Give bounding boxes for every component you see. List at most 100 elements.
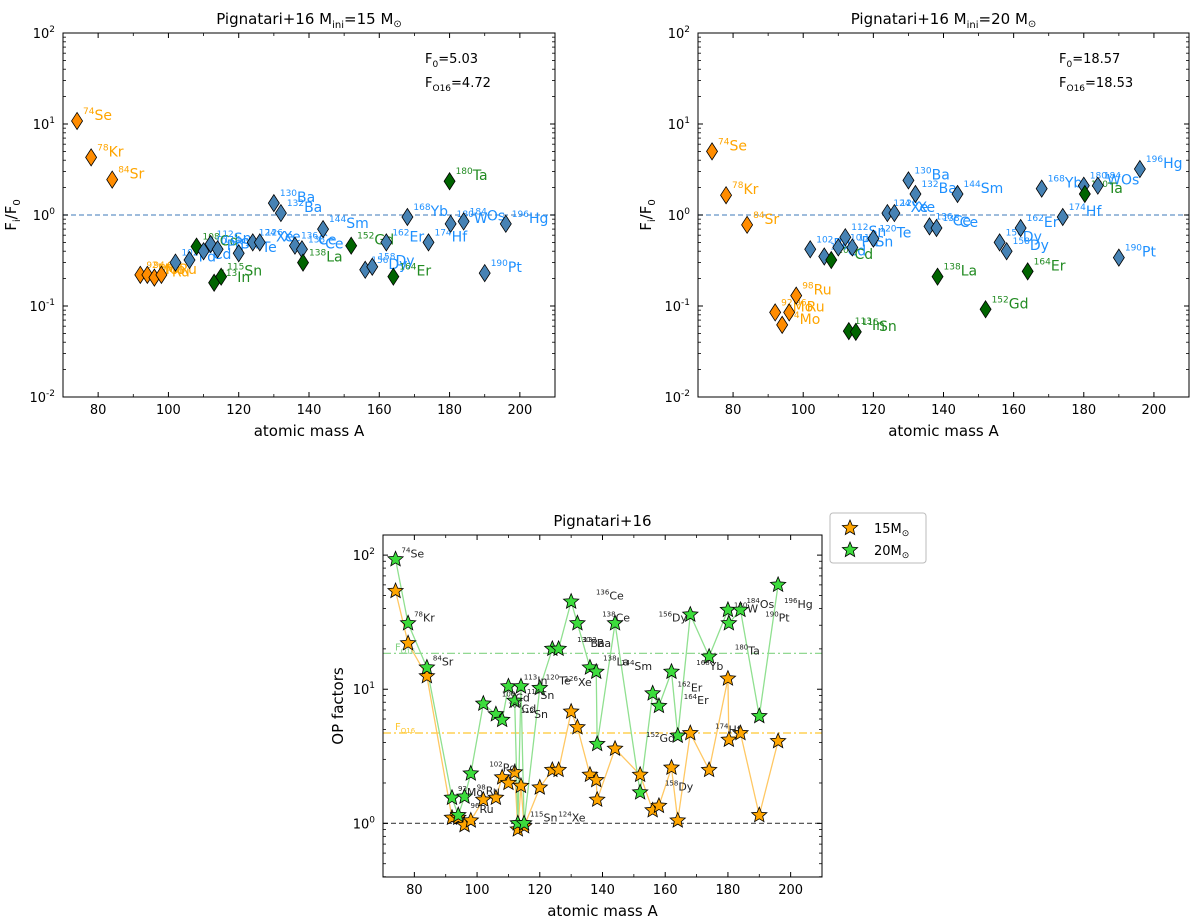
op-isotope-label: 106Cd: [502, 691, 530, 705]
op-isotope-label: 113In: [524, 673, 548, 687]
x-tick-label: 180: [716, 883, 741, 898]
star-20msun: [662, 662, 681, 680]
op-isotope-label: 108Cd: [508, 701, 536, 715]
isotope-label: 190Pt: [491, 259, 523, 276]
op-isotope-label: 98Ru: [477, 784, 500, 798]
star-20msun: [418, 658, 436, 675]
star-20msun: [750, 707, 768, 724]
star-15msun: [631, 765, 649, 783]
star-15msun: [386, 581, 405, 599]
x-tick-label: 120: [861, 403, 886, 418]
isotope-marker-132-ba: [274, 203, 287, 223]
series-line-20msun: [394, 559, 779, 824]
chart-title: Pignatari+16: [553, 512, 651, 530]
x-tick-label: 200: [778, 883, 803, 898]
isotope-label: 78Kr: [97, 143, 124, 160]
isotope-marker-162-er: [380, 233, 393, 252]
isotope-label: 84Sr: [753, 211, 779, 228]
isotope-marker-120-te: [867, 229, 880, 248]
star-20msun: [512, 677, 530, 694]
isotope-label: 168Yb: [413, 203, 448, 220]
op-isotope-label: 96Ru: [471, 802, 494, 816]
isotope-marker-164-er: [1021, 262, 1034, 281]
isotope-marker-84-sr: [741, 215, 754, 235]
isotope-marker-184-os: [1091, 176, 1104, 195]
op-isotope-label: 120Te: [546, 673, 571, 687]
star-20msun: [386, 550, 405, 567]
star-15msun: [418, 667, 436, 684]
y-tick-label: 102: [33, 25, 55, 42]
x-axis-label: atomic mass A: [547, 902, 658, 916]
y-tick-label: 10-1: [29, 298, 55, 315]
star-15msun: [731, 724, 750, 741]
isotope-marker-164-er: [387, 267, 400, 286]
star-20msun: [631, 783, 649, 800]
op-isotope-label: 78Kr: [414, 610, 435, 624]
op-isotope-label: 115Sn: [530, 810, 557, 824]
isotope-label: 180Ta: [456, 167, 488, 184]
isotope-marker-114-sn: [846, 238, 859, 257]
star-20msun: [474, 694, 492, 712]
y-tick-label: 100: [353, 815, 376, 832]
star-15msun: [568, 718, 587, 735]
star-15msun: [606, 739, 624, 757]
isotope-marker-130-ba: [267, 193, 280, 213]
isotope-marker-96-ru: [783, 303, 796, 322]
isotope-label: 184Os: [1104, 172, 1140, 189]
isotope-label: 184Os: [470, 207, 506, 224]
isotope-label: 164Er: [1034, 257, 1066, 274]
isotope-marker-196-hg: [499, 214, 512, 234]
x-tick-label: 80: [725, 403, 742, 418]
isotope-marker-78-kr: [720, 185, 733, 205]
star-15msun: [587, 771, 605, 788]
star-15msun: [719, 669, 737, 686]
op-isotope-label: 152Gd: [646, 731, 675, 745]
star-15msun: [681, 724, 699, 741]
isotope-label: 114Sn: [858, 233, 893, 250]
x-tick-label: 80: [90, 403, 107, 418]
star-15msun: [549, 760, 568, 778]
star-20msun: [562, 592, 580, 609]
op-isotope-label: 190Pt: [765, 610, 790, 624]
star-20msun: [650, 696, 668, 714]
x-tick-label: 160: [1001, 403, 1026, 418]
isotope-label: 84Sr: [118, 166, 144, 183]
x-tick-label: 180: [437, 403, 462, 418]
y-tick-label: 102: [353, 547, 375, 564]
isotope-label: 196Hg: [1146, 155, 1183, 172]
isotope-label: 108Cd: [837, 246, 873, 263]
isotope-label: 180W: [457, 210, 488, 227]
isotope-label: 126Xe: [900, 199, 935, 216]
panel-15msun: 80 100 120 140 160 180 200 10-2 10-1 100 101 102 Pig…: [2, 10, 556, 440]
x-tick-label: 120: [527, 883, 552, 898]
star-15msun: [487, 788, 505, 806]
star-20msun: [531, 679, 549, 696]
op-isotope-label: 156Dy: [659, 610, 688, 624]
legend: 15M⊙ 20M⊙: [829, 512, 927, 564]
isotope-label: 144Sm: [964, 180, 1004, 197]
x-tick-label: 100: [156, 403, 181, 418]
panel-20msun: 80 100 120 140 160 180 200 10-2 10-1 100 101 102 Pig…: [637, 10, 1190, 440]
isotope-marker-78-kr: [85, 148, 98, 167]
isotope-label: 130Ba: [914, 166, 949, 183]
star-20msun: [449, 806, 467, 823]
x-tick-label: 120: [226, 403, 251, 418]
isotope-label: 196Hg: [512, 210, 549, 227]
y-tick-label: 10-1: [664, 298, 690, 315]
isotope-marker-130-ba: [902, 171, 915, 190]
isotope-marker-110-pd: [832, 238, 845, 257]
isotope-marker-174-hf: [1056, 207, 1069, 227]
isotope-marker-138-la: [297, 253, 310, 272]
op-isotope-label: 174Hf: [715, 723, 742, 737]
star-20msun: [606, 614, 624, 631]
isotope-label: 158Dy: [1013, 237, 1049, 254]
isotope-label: 190Pt: [1125, 244, 1157, 261]
op-isotope-label: 138Ce: [602, 610, 630, 624]
isotope-marker-84-sr: [106, 170, 119, 189]
isotope-label: 98Ru: [802, 282, 831, 299]
isotope-marker-144-sm: [951, 184, 964, 204]
y-tick-label: 100: [33, 207, 56, 224]
f-annotation: F0=5.03: [425, 52, 478, 70]
f-annotation: FO16=4.72: [425, 76, 491, 94]
